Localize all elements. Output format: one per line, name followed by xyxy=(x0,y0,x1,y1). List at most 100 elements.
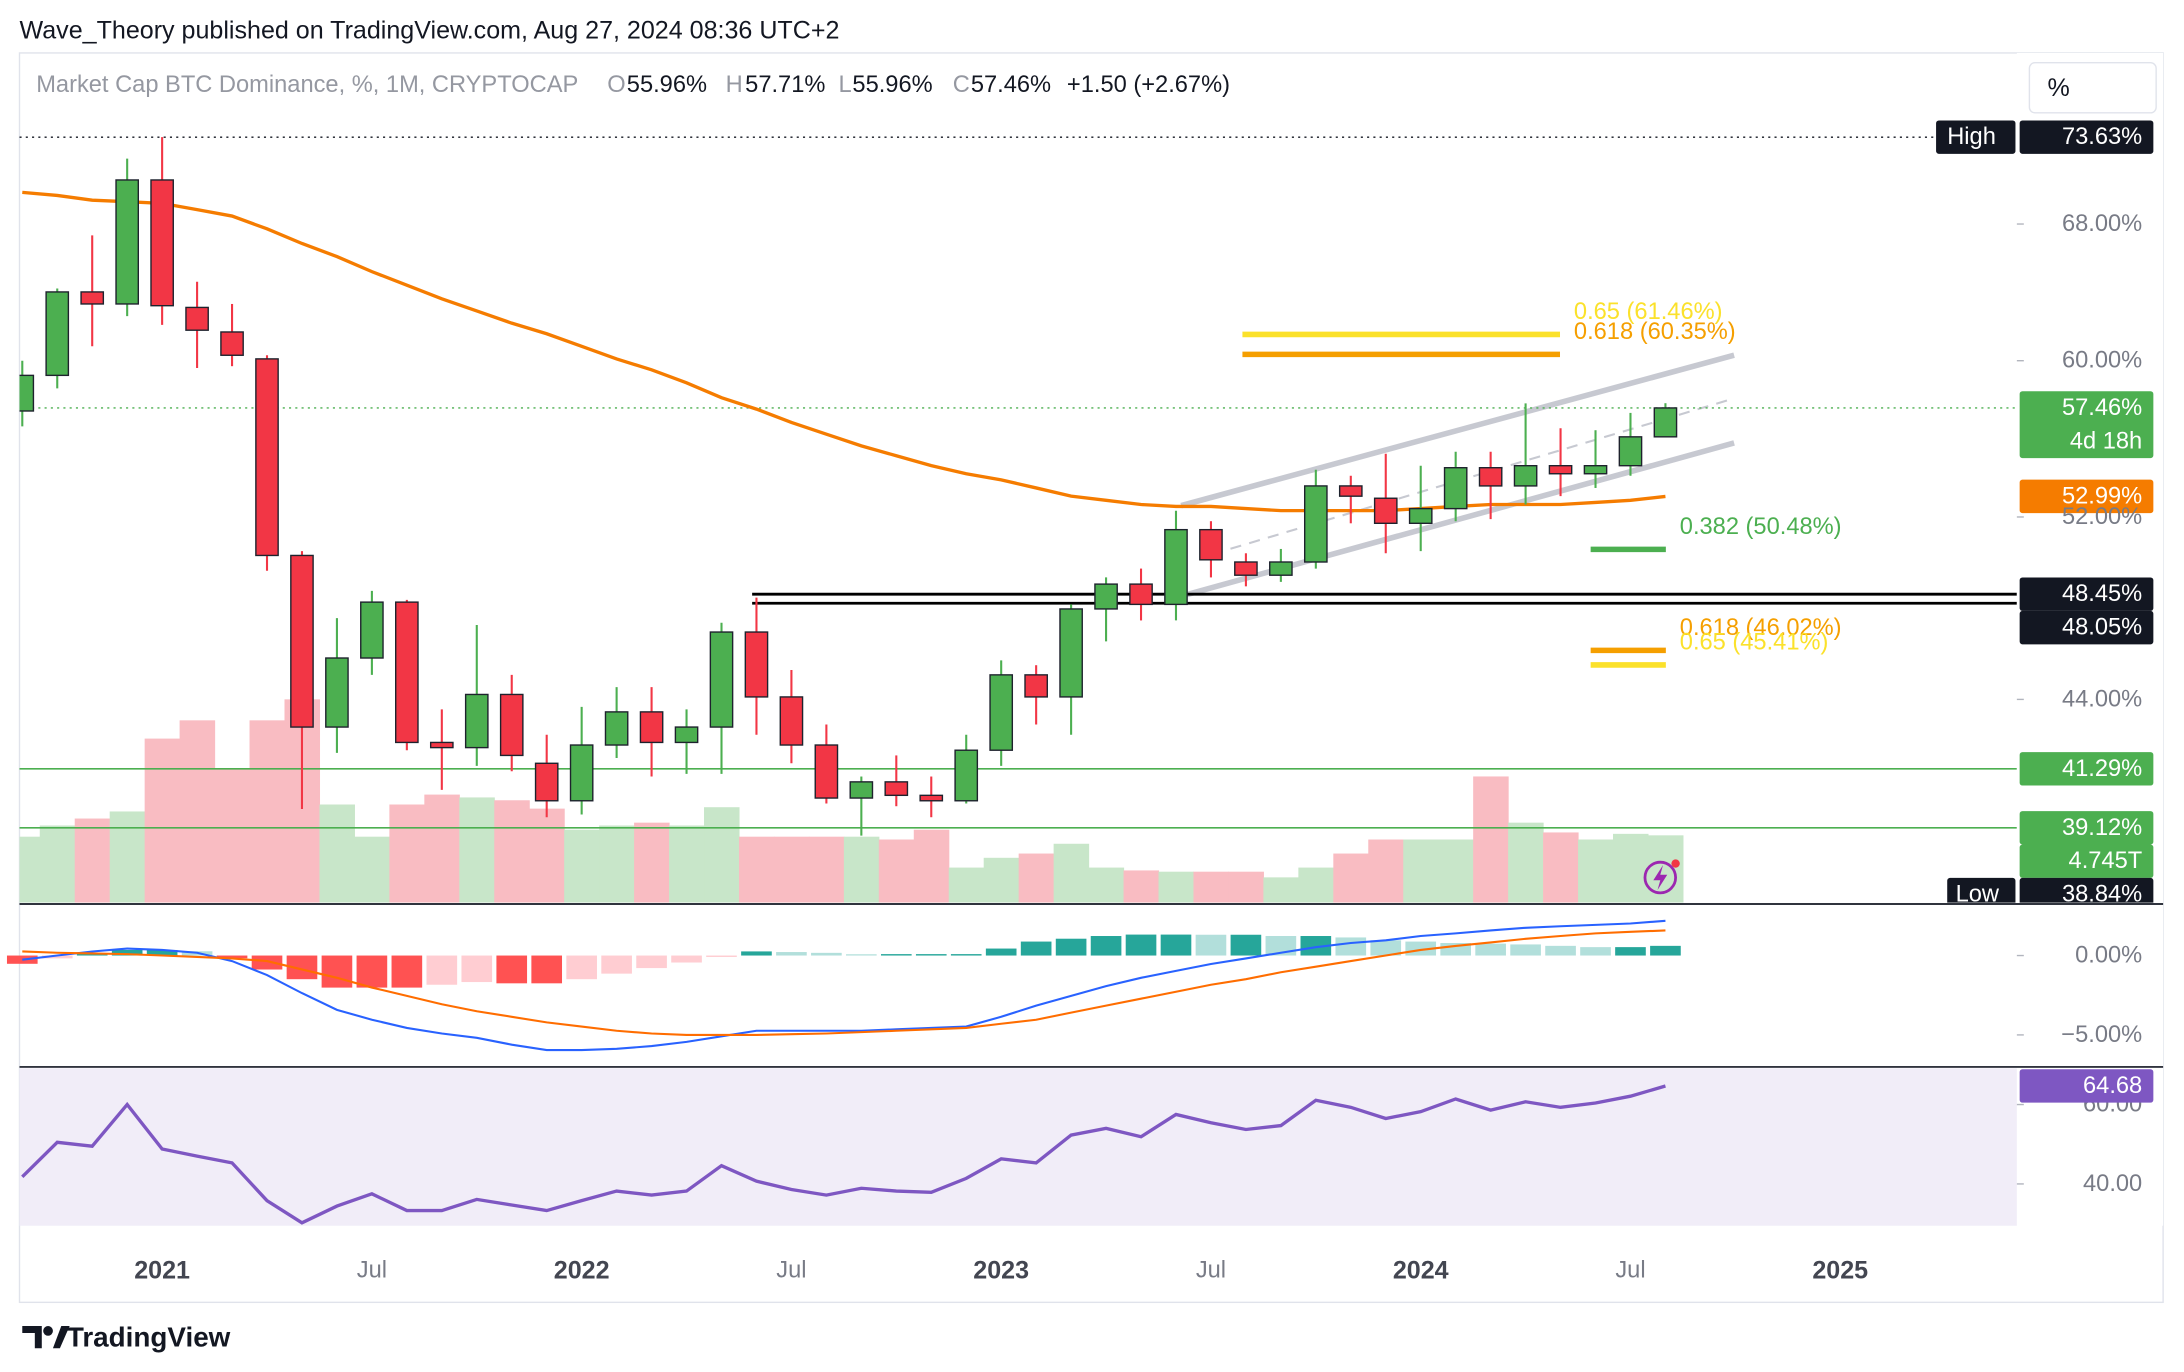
candle-body xyxy=(1234,561,1258,576)
candle-body xyxy=(45,291,70,377)
macd-line xyxy=(22,919,1666,1052)
macd-histogram-bar xyxy=(1545,945,1576,956)
volume-bar xyxy=(808,836,845,903)
volume-bar xyxy=(74,818,111,903)
legend-value: 57.71% xyxy=(745,72,825,98)
candle-body xyxy=(1478,467,1503,487)
macd-pane: 0.00% −5.00% xyxy=(6,919,2142,1052)
y-tick-label: 44.00% xyxy=(2062,686,2142,712)
volume-bar xyxy=(1088,867,1125,903)
volume-bar xyxy=(773,836,810,903)
volume-bar xyxy=(494,800,530,903)
macd-histogram-bar xyxy=(846,954,877,956)
volume-bar xyxy=(19,836,41,903)
brand-name: TradingView xyxy=(67,1322,231,1353)
fib-label: 0.382 (50.48%) xyxy=(1680,514,1842,540)
price-label-box xyxy=(2019,811,2154,845)
legend-symbol: Market Cap BTC Dominance, %, 1M, CRYPTOC… xyxy=(36,72,578,98)
macd-histogram-bar xyxy=(461,955,493,983)
signal-line xyxy=(22,929,1666,1036)
candle-body xyxy=(1303,485,1328,563)
x-tick-label: Jul xyxy=(1196,1257,1226,1283)
candle-body xyxy=(1338,485,1363,497)
volume-bar xyxy=(1193,871,1229,903)
scale-button-label[interactable]: % xyxy=(2048,74,2070,102)
macd-histogram-bar xyxy=(531,955,563,984)
volume-bar xyxy=(738,836,775,903)
publish-note: Wave_Theory published on TradingView.com… xyxy=(19,17,839,45)
candle-body xyxy=(1373,497,1398,524)
high-name: High xyxy=(1947,124,1996,150)
candle-body xyxy=(1583,465,1608,475)
candle-body xyxy=(884,781,909,797)
volume-bar xyxy=(1473,776,1509,903)
macd-histogram-bar xyxy=(776,952,807,956)
macd-histogram-bar xyxy=(356,955,388,988)
macd-histogram-bar xyxy=(216,955,248,959)
candle-body xyxy=(499,693,524,757)
price-label-box xyxy=(2019,844,2154,878)
candle-body xyxy=(80,291,105,305)
volume-bar xyxy=(249,720,286,903)
fib-label: 0.65 (61.46%) xyxy=(1574,299,1723,325)
macd-histogram-bar xyxy=(1475,943,1506,956)
macd-histogram-bar xyxy=(1580,947,1611,956)
price-label: 39.12% xyxy=(2062,815,2142,841)
y-tick-label: 68.00% xyxy=(2062,211,2142,237)
volume-bar xyxy=(1053,843,1090,903)
price-label: 48.45% xyxy=(2062,581,2142,607)
high-name-box xyxy=(1936,120,2016,154)
price-label: 41.29% xyxy=(2062,756,2142,782)
candle-body xyxy=(185,306,209,331)
volume-bar xyxy=(1263,877,1299,903)
volume-bar xyxy=(389,804,425,903)
low-name-box xyxy=(1947,877,2016,903)
candle-body xyxy=(464,693,489,749)
volume-bar xyxy=(843,836,880,903)
candle-body xyxy=(744,631,769,698)
legend: Market Cap BTC Dominance, %, 1M, CRYPTOC… xyxy=(36,72,1230,98)
price-label-box xyxy=(2019,479,2154,514)
price-label: 38.84% xyxy=(2062,882,2142,908)
candle-body xyxy=(814,744,839,799)
volume-bar xyxy=(1333,853,1369,903)
legend-key: C xyxy=(953,72,970,98)
volume-bar xyxy=(1018,853,1055,903)
legend-value: 57.46% xyxy=(971,72,1051,98)
price-label: 64.68 xyxy=(2083,1073,2142,1099)
candle-body xyxy=(1199,528,1223,561)
macd-histogram-bar xyxy=(915,954,947,956)
candle-body xyxy=(989,674,1014,751)
volume-bar xyxy=(1612,833,1649,903)
price-label: 4.745T xyxy=(2069,848,2143,874)
volume-bar xyxy=(1508,822,1544,903)
main-pane: 0.65 (61.46%)0.618 (60.35%) 0.382 (50.48%… xyxy=(19,136,2017,903)
macd-histogram-bar xyxy=(1615,947,1646,956)
scale-button[interactable] xyxy=(2028,61,2157,114)
legend-value: 55.96% xyxy=(852,72,932,98)
legend-value: 55.96% xyxy=(627,72,707,98)
volume-bar xyxy=(669,825,705,903)
price-label: 57.46% xyxy=(2062,395,2142,421)
y-tick-label: 0.00% xyxy=(2075,943,2142,969)
volume-bar xyxy=(459,797,495,903)
x-tick-label: Jul xyxy=(1615,1257,1645,1283)
candle-body xyxy=(954,749,979,802)
price-label-box xyxy=(2019,577,2154,611)
macd-histogram-bar xyxy=(1300,936,1332,956)
fib-label: 0.618 (46.02%) xyxy=(1680,615,1842,641)
legend-key: L xyxy=(839,72,852,98)
candle-body xyxy=(569,744,594,802)
candle-body xyxy=(19,374,35,412)
macd-histogram-bar xyxy=(1020,941,1052,956)
volume-bar xyxy=(704,807,740,903)
x-tick-label: 2024 xyxy=(1393,1256,1449,1284)
candle-body xyxy=(150,179,174,307)
volume-bar xyxy=(319,804,355,903)
y-tick-label: −5.00% xyxy=(2061,1022,2142,1048)
volume-bar xyxy=(1123,870,1160,903)
brand-logo: TradingView xyxy=(22,1322,231,1353)
macd-histogram-bar xyxy=(1055,938,1087,956)
